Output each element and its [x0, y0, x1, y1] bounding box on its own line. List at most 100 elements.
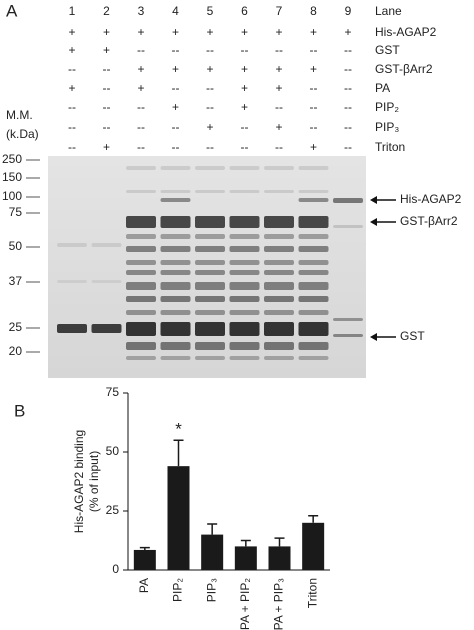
condition-cell: --	[344, 100, 352, 114]
condition-cell: --	[241, 120, 249, 134]
y-tick-label: 0	[112, 562, 119, 576]
condition-cell: --	[68, 120, 76, 134]
gel-band	[160, 296, 191, 302]
error-bar	[207, 523, 218, 535]
condition-cell: +	[310, 140, 317, 154]
panel-label: B	[14, 401, 25, 420]
condition-cell: --	[68, 140, 76, 154]
gel-band	[195, 282, 225, 290]
row-label: GST	[375, 43, 400, 57]
condition-cell: +	[241, 62, 248, 76]
condition-cell: --	[103, 120, 111, 134]
gel-band	[126, 342, 156, 350]
gel-band	[298, 190, 329, 193]
condition-cell: +	[275, 62, 282, 76]
gel-band	[298, 166, 329, 170]
gel-band	[195, 342, 225, 350]
condition-cell: --	[172, 81, 180, 95]
row-label: PIP₂	[375, 100, 399, 114]
bar	[133, 549, 156, 570]
condition-cell: --	[172, 120, 180, 134]
x-tick-label: PIP₃	[204, 578, 218, 602]
condition-cell: +	[310, 25, 317, 39]
gel-band	[126, 246, 156, 252]
lane-number: 3	[138, 4, 145, 18]
bar	[234, 546, 257, 570]
condition-cell: +	[206, 120, 213, 134]
gel-band	[229, 216, 260, 228]
error-bar	[139, 546, 150, 550]
condition-cell: --	[310, 43, 318, 57]
condition-cell: +	[344, 25, 351, 39]
lane-number: 5	[207, 4, 214, 18]
condition-cell: +	[241, 25, 248, 39]
mw-marker: 250	[2, 152, 22, 166]
condition-cell: --	[137, 43, 145, 57]
y-tick-label: 50	[106, 444, 120, 458]
mw-marker: 50	[9, 239, 23, 253]
condition-cell: +	[137, 81, 144, 95]
condition-cell: --	[310, 81, 318, 95]
x-tick-label: PA + PIP₂	[238, 578, 252, 630]
gel-band	[264, 260, 294, 265]
gel-band	[229, 260, 260, 265]
gel-band	[195, 270, 225, 275]
gel-band	[298, 198, 329, 202]
mw-label: (k.Da)	[6, 127, 39, 141]
condition-cell: --	[275, 140, 283, 154]
gel-band	[126, 166, 156, 170]
gel-band	[195, 216, 225, 228]
arrow-head	[370, 333, 377, 341]
arrow-head	[370, 218, 377, 226]
condition-cell: +	[241, 100, 248, 114]
condition-cell: +	[103, 43, 110, 57]
gel-band	[160, 198, 191, 202]
error-bar	[240, 539, 251, 547]
condition-cell: --	[137, 120, 145, 134]
condition-cell: +	[68, 43, 75, 57]
mw-label: M.M.	[6, 108, 33, 122]
gel-band	[160, 190, 191, 193]
condition-cell: --	[310, 120, 318, 134]
gel-band	[298, 216, 329, 228]
gel-band	[264, 246, 294, 252]
gel-band	[57, 243, 87, 247]
gel-band	[229, 246, 260, 252]
gel-band	[195, 296, 225, 302]
lane-number: 2	[103, 4, 110, 18]
lane-number: 1	[69, 4, 76, 18]
gel-band	[160, 260, 191, 265]
gel-band	[195, 246, 225, 252]
condition-cell: --	[344, 120, 352, 134]
condition-cell: --	[241, 140, 249, 154]
gel-band	[333, 334, 363, 337]
gel-band	[126, 310, 156, 315]
condition-cell: --	[68, 100, 76, 114]
condition-cell: +	[206, 62, 213, 76]
gel-band	[229, 296, 260, 302]
gel-band	[298, 296, 329, 302]
gel-band	[195, 260, 225, 265]
condition-cell: --	[344, 62, 352, 76]
gel-band	[298, 342, 329, 350]
condition-cell: --	[275, 100, 283, 114]
gel-band	[298, 234, 329, 239]
gel-band	[195, 166, 225, 170]
gel-band	[298, 260, 329, 265]
panel-label: A	[6, 1, 18, 20]
lane-number: 9	[345, 4, 352, 18]
condition-cell: --	[275, 43, 283, 57]
condition-cell: +	[275, 25, 282, 39]
gel-band	[298, 246, 329, 252]
band-label: His-AGAP2	[400, 192, 462, 206]
gel-band	[160, 270, 191, 275]
gel-band	[298, 356, 329, 360]
gel-band	[333, 318, 363, 321]
gel-band	[264, 270, 294, 275]
condition-cell: --	[206, 43, 214, 57]
mw-marker: 20	[9, 344, 23, 358]
gel-band	[229, 270, 260, 275]
gel-band	[91, 324, 122, 333]
mw-marker: 25	[9, 320, 23, 334]
